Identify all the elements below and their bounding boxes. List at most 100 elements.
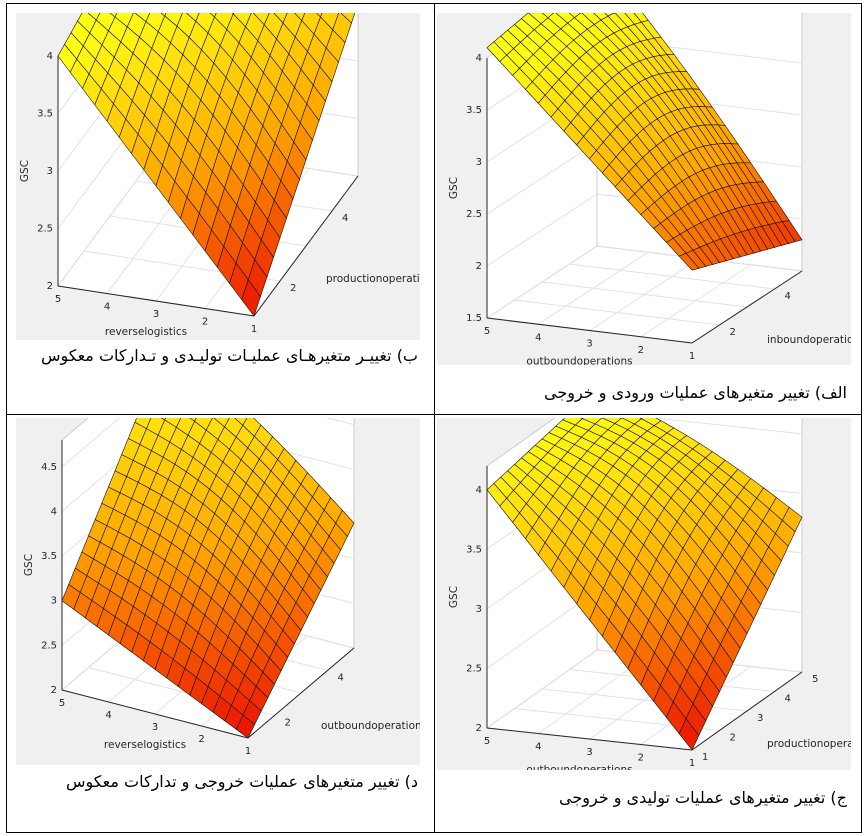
x-axis-label: outboundoperations (526, 764, 632, 770)
caption-bottom-left: د) تغییر متغیرهای عملیات خروجی و تدارکات… (66, 772, 418, 791)
axes (61, 440, 355, 739)
panel-top-left: 5 4 3 2 1 2 4 2 2.5 3 3.5 4 reverselogistics producti… (14, 10, 426, 410)
surface-patch (236, 714, 255, 739)
x-tick-label: 5 (59, 698, 65, 709)
z-tick-label: 2.5 (41, 640, 57, 651)
surface (486, 13, 803, 271)
z-axis-label: GSC (448, 177, 460, 199)
z-tick-label: 3 (476, 604, 482, 615)
z-tick-label: 4 (51, 506, 57, 517)
x-tick-label: 3 (153, 309, 159, 320)
y-tick-label: 2 (290, 283, 296, 294)
x-tick-label: 5 (55, 294, 61, 305)
z-tick-label: 2.5 (466, 663, 482, 674)
surface (61, 418, 355, 739)
grid-line (649, 418, 803, 435)
surface-patch (678, 718, 700, 751)
y-axis-line (691, 270, 803, 344)
z-axis-label: GSC (448, 586, 460, 608)
x-tick-label: 1 (689, 758, 695, 769)
chart-svg-top-left: 5 4 3 2 1 2 4 2 2.5 3 3.5 4 reverselogistics producti… (19, 13, 420, 338)
grid-line (569, 263, 775, 290)
surface (57, 13, 356, 317)
surface-patch (241, 279, 261, 317)
grid-line (486, 649, 598, 729)
z-tick-label: 3.5 (37, 109, 53, 120)
y-tick-label: 1 (702, 752, 708, 763)
surface-plot-bottom-right: 5 4 3 2 1 1 2 3 4 5 2 2.5 3 3.5 4 outboundoperations pro… (437, 418, 851, 770)
y-axis-line (253, 175, 359, 317)
x-tick-label: 5 (484, 736, 490, 747)
grid-line (541, 688, 748, 712)
x-tick-label: 1 (251, 324, 257, 335)
z-tick-label: 3 (476, 157, 482, 168)
surface-patch (678, 252, 700, 271)
x-axis-line (61, 689, 249, 739)
y-axis-label: productionoperations (767, 738, 851, 750)
z-tick-label: 1.5 (466, 313, 482, 324)
x-tick-label: 3 (152, 722, 158, 733)
x-tick-label: 2 (198, 734, 204, 745)
z-tick-label: 2 (476, 261, 482, 272)
panel-bottom-left: 5 4 3 2 1 2 4 2 2.5 3 3.5 4 4.5 reverselogistics outbo… (14, 415, 426, 830)
x-tick-label: 2 (638, 753, 644, 764)
z-tick-label: 4 (476, 485, 482, 496)
z-tick-label: 2 (476, 723, 482, 734)
y-tick-label: 4 (338, 673, 344, 684)
y-axis-label: productionoperations (326, 273, 420, 285)
y-tick-label: 4 (785, 291, 791, 302)
caption-bottom-right: ج) تغییر متغیرهای عملیات تولیدی و خروجی (559, 788, 847, 807)
axes (486, 58, 803, 344)
panel-bottom-right: 5 4 3 2 1 1 2 3 4 5 2 2.5 3 3.5 4 outboundoperations pro… (435, 415, 855, 830)
y-tick-label: 2 (730, 733, 736, 744)
grid-line (537, 251, 649, 325)
x-tick-label: 3 (586, 339, 592, 350)
x-tick-label: 5 (484, 326, 490, 337)
y-axis-label: outboundoperations (321, 720, 420, 732)
x-tick-label: 2 (638, 345, 644, 356)
z-tick-label: 2.5 (37, 224, 53, 235)
x-tick-label: 1 (245, 746, 251, 757)
x-axis-label: reverselogistics (104, 739, 186, 751)
x-tick-label: 4 (104, 302, 110, 313)
y-tick-label: 2 (285, 718, 291, 729)
z-axis-label: GSC (19, 160, 31, 182)
chart-svg-bottom-left: 5 4 3 2 1 2 4 2 2.5 3 3.5 4 4.5 reverselogistics outbo… (23, 418, 420, 757)
x-axis-label: outboundoperations (526, 356, 632, 366)
z-tick-label: 3.5 (466, 105, 482, 116)
panel-top-right: 5 4 3 2 1 2 4 1.5 2 2.5 3 3.5 4 outboundoperations inb… (435, 10, 855, 410)
axes (57, 56, 359, 317)
grid-line (486, 245, 598, 319)
surface-plot-bottom-left: 5 4 3 2 1 2 4 2 2.5 3 3.5 4 4.5 reverselogistics outbo… (16, 418, 420, 765)
z-tick-label: 2 (47, 281, 53, 292)
z-tick-label: 3 (47, 166, 53, 177)
z-tick-label: 3 (51, 596, 57, 607)
x-axis-line (57, 285, 255, 317)
surface-plot-top-right: 5 4 3 2 1 2 4 1.5 2 2.5 3 3.5 4 outboundoperations inb… (437, 13, 851, 365)
table-divider-vertical (434, 4, 436, 832)
axes (486, 466, 803, 751)
x-tick-label: 1 (689, 351, 695, 362)
y-tick-label: 2 (730, 327, 736, 338)
surface (486, 418, 803, 751)
z-tick-label: 4.5 (41, 462, 57, 473)
z-axis-label: GSC (23, 554, 35, 576)
y-tick-label: 4 (785, 694, 791, 705)
grid-line (541, 281, 748, 308)
y-tick-label: 5 (812, 674, 818, 685)
z-tick-label: 3.5 (41, 551, 57, 562)
caption-top-right: الف) تغییر متغیرهای عملیات ورودی و خروجی (544, 383, 847, 402)
x-tick-label: 4 (535, 742, 541, 753)
x-tick-label: 2 (202, 317, 208, 328)
chart-svg-bottom-right: 5 4 3 2 11234522.533.54outboundoperationspro… (448, 418, 851, 770)
caption-top-left: ب) تغییـر متغیرهـای عملیـات تولیـدی و تـ… (40, 346, 418, 365)
x-axis-label: reverselogistics (105, 326, 187, 338)
x-axis-line (486, 727, 693, 751)
x-tick-label: 4 (535, 332, 541, 343)
y-tick-label: 4 (342, 213, 348, 224)
x-tick-label: 4 (105, 710, 111, 721)
z-tick-label: 4 (476, 53, 482, 64)
x-tick-label: 3 (586, 747, 592, 758)
chart-svg-top-right: 5 4 3 2 1 2 4 1.5 2 2.5 3 3.5 4 outboundoperations inb… (448, 13, 851, 366)
z-tick-label: 3.5 (466, 544, 482, 555)
